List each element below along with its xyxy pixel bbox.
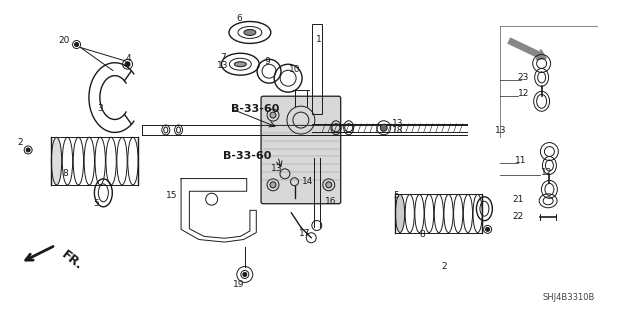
Text: FR.: FR.: [58, 248, 84, 273]
Text: 14: 14: [302, 177, 314, 186]
Text: 15: 15: [166, 190, 177, 200]
Circle shape: [326, 182, 332, 188]
Text: 13: 13: [271, 164, 282, 173]
Text: 16: 16: [325, 197, 337, 206]
Text: 22: 22: [513, 211, 524, 220]
FancyBboxPatch shape: [261, 96, 340, 204]
Circle shape: [270, 182, 276, 188]
Text: 10: 10: [289, 65, 300, 74]
Text: 19: 19: [233, 279, 244, 288]
Text: 3: 3: [97, 104, 103, 113]
Circle shape: [125, 62, 130, 67]
Circle shape: [270, 112, 276, 118]
Text: 2: 2: [442, 262, 447, 271]
Text: B-33-60: B-33-60: [231, 104, 279, 114]
Text: 13: 13: [218, 61, 229, 70]
Text: SHJ4B3310B: SHJ4B3310B: [542, 293, 595, 302]
Text: 18: 18: [392, 126, 403, 135]
Ellipse shape: [51, 137, 61, 185]
Text: 23: 23: [518, 73, 529, 82]
Text: 12: 12: [541, 168, 552, 177]
Text: 17: 17: [299, 229, 310, 238]
Circle shape: [486, 227, 490, 231]
Text: 8: 8: [62, 169, 68, 178]
Circle shape: [75, 42, 79, 47]
Text: 5: 5: [93, 199, 99, 208]
FancyArrowPatch shape: [508, 38, 546, 60]
Text: 20: 20: [58, 36, 70, 45]
Ellipse shape: [396, 195, 404, 233]
Ellipse shape: [244, 29, 256, 35]
Text: 7: 7: [220, 53, 226, 62]
Text: 13: 13: [495, 126, 507, 135]
Text: 2: 2: [18, 137, 23, 146]
Ellipse shape: [234, 62, 246, 67]
Text: 1: 1: [316, 35, 322, 44]
Text: 6: 6: [236, 14, 242, 23]
Text: 9: 9: [265, 57, 271, 66]
Text: 5: 5: [394, 190, 399, 200]
Circle shape: [380, 124, 387, 131]
Text: 4: 4: [126, 54, 132, 63]
Text: 11: 11: [515, 156, 527, 165]
Text: 21: 21: [513, 195, 524, 204]
Text: B-33-60: B-33-60: [223, 151, 271, 161]
Circle shape: [26, 148, 30, 152]
Text: 8: 8: [419, 230, 425, 239]
Circle shape: [243, 272, 247, 277]
Text: 13: 13: [392, 119, 403, 128]
Bar: [312, 24, 322, 114]
Text: 12: 12: [518, 89, 529, 98]
